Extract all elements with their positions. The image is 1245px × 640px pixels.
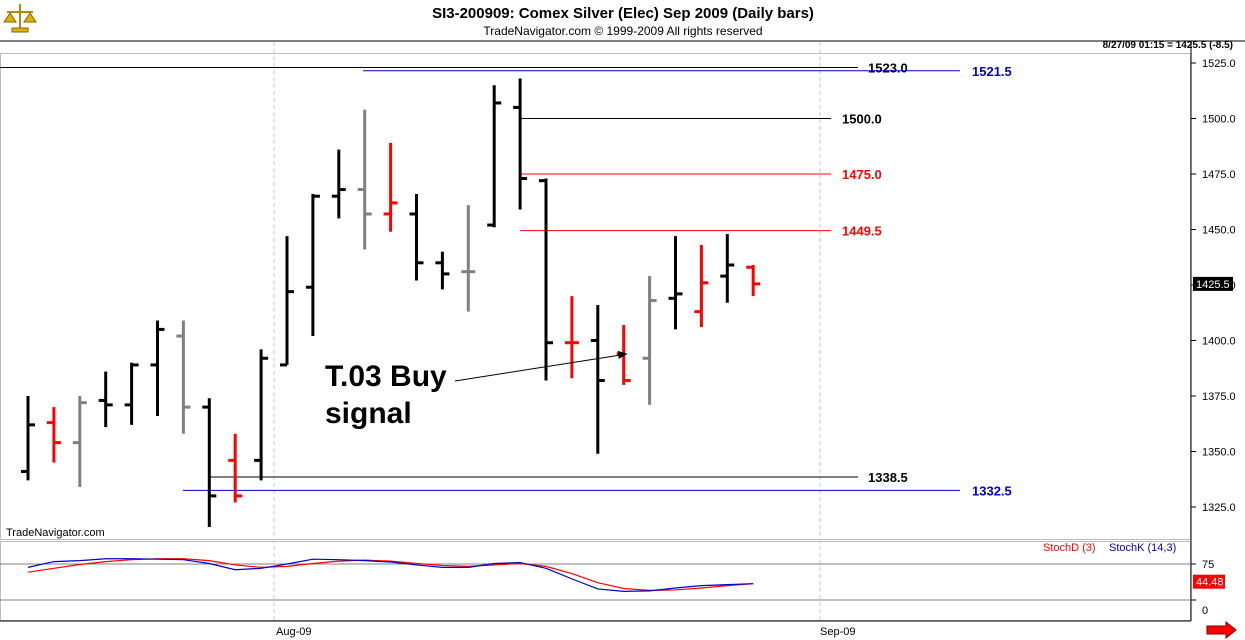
ohlc-bar — [746, 265, 761, 297]
stoch-last-label: 44.48 — [1196, 577, 1224, 589]
ohlc-bar — [720, 233, 735, 303]
level-lines: 1523.0 1521.5 1500.0 1475.0 1449.5 1338.5 1332… — [0, 60, 1012, 498]
y-tick-label: 1450.0 — [1202, 225, 1236, 237]
ohlc-bar — [98, 371, 113, 428]
ohlc-bar — [668, 236, 683, 330]
stoch-panel-frame — [0, 541, 1191, 621]
ohlc-bar — [642, 276, 657, 405]
stoch-tick-label: 0 — [1202, 605, 1208, 617]
y-tick-label: 1500.0 — [1202, 114, 1236, 126]
ohlc-bar — [228, 433, 243, 503]
last-price-label: 1425.5 — [1196, 279, 1230, 291]
stoch-tick-label: 75 — [1202, 559, 1214, 571]
level-label-1332-5: 1332.5 — [972, 483, 1012, 498]
ohlc-bar — [487, 85, 502, 228]
ohlc-bar — [202, 398, 217, 527]
x-tick-sep: Sep-09 — [820, 626, 855, 638]
ohlc-bar — [357, 109, 372, 250]
ohlc-bar — [461, 205, 476, 312]
level-label-1338-5: 1338.5 — [868, 470, 908, 485]
level-label-1523-0: 1523.0 — [868, 60, 908, 75]
buy-signal-annotation: T.03 Buy signal — [325, 350, 628, 430]
last-quote: 8/27/09 01:15 = 1425.5 (-8.5) — [1103, 40, 1233, 51]
legend-stochd: StochD (3) — [1043, 542, 1096, 554]
legend-stochk: StochK (14,3) — [1109, 542, 1176, 554]
y-tick-label: 1525.0 — [1202, 58, 1236, 70]
price-bars — [21, 78, 761, 527]
ohlc-bar — [513, 78, 528, 210]
logo-icon — [0, 0, 38, 36]
annotation-arrow-line — [454, 354, 622, 382]
ohlc-bar — [280, 236, 294, 367]
y-tick-label: 1325.0 — [1202, 502, 1236, 514]
level-label-1475-0: 1475.0 — [842, 167, 882, 182]
ohlc-bar — [305, 193, 320, 337]
chart-title: SI3-200909: Comex Silver (Elec) Sep 2009… — [432, 5, 814, 22]
ohlc-bar — [331, 149, 346, 219]
ohlc-bar — [254, 349, 269, 481]
y-tick-label: 1475.0 — [1202, 169, 1236, 181]
y-tick-label: 1350.0 — [1202, 447, 1236, 459]
ohlc-bar — [46, 407, 61, 463]
chart-subtitle: TradeNavigator.com © 1999-2009 All right… — [483, 24, 762, 38]
scroll-right-arrow-icon[interactable] — [1206, 620, 1237, 640]
annotation-line-2: signal — [325, 397, 412, 430]
price-axis: 1525.01500.01475.01450.01425.01400.01375… — [1191, 58, 1236, 514]
price-panel-frame — [0, 53, 1191, 540]
ohlc-bar — [435, 251, 450, 290]
level-label-1449-5: 1449.5 — [842, 224, 882, 239]
watermark: TradeNavigator.com — [6, 527, 105, 539]
ohlc-bar — [21, 396, 35, 481]
ohlc-bar — [694, 245, 709, 328]
ohlc-bar — [383, 142, 398, 232]
y-tick-label: 1375.0 — [1202, 391, 1236, 403]
stochastic-panel: 75 0 44.48 — [0, 558, 1225, 617]
ohlc-bar — [72, 396, 87, 488]
annotation-line-1: T.03 Buy — [325, 360, 447, 393]
ohlc-bar — [564, 296, 579, 379]
ohlc-bar — [124, 362, 139, 425]
stoch-line — [27, 558, 754, 592]
ohlc-bar — [409, 193, 424, 281]
ohlc-bar — [150, 320, 165, 416]
ohlc-bar — [176, 320, 191, 434]
y-tick-label: 1400.0 — [1202, 336, 1236, 348]
stoch-last-box — [1193, 574, 1225, 589]
last-price-box — [1193, 276, 1233, 291]
x-tick-aug: Aug-09 — [276, 626, 311, 638]
stoch-line — [27, 558, 754, 592]
annotation-arrowhead — [617, 350, 628, 359]
ohlc-bar — [539, 178, 553, 381]
level-label-1521-5: 1521.5 — [972, 64, 1012, 79]
level-label-1500-0: 1500.0 — [842, 112, 882, 127]
ohlc-bar — [590, 304, 605, 454]
